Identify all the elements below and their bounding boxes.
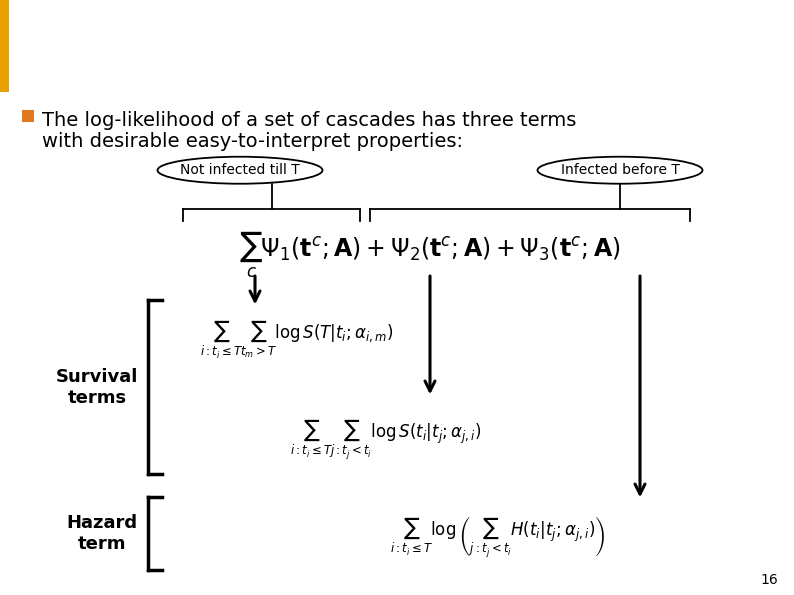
Text: The log-likelihood of a set of cascades has three terms: The log-likelihood of a set of cascades … (42, 111, 576, 130)
Text: Hazard
term: Hazard term (67, 514, 138, 553)
Bar (0, 0, 9, 92)
Text: $\sum_c \Psi_1(\mathbf{t}^c; \mathbf{A}) + \Psi_2(\mathbf{t}^c; \mathbf{A}) + \P: $\sum_c \Psi_1(\mathbf{t}^c; \mathbf{A})… (239, 230, 621, 280)
Text: 16: 16 (760, 573, 778, 587)
Text: Survival
terms: Survival terms (56, 368, 138, 406)
Text: Not infected till T: Not infected till T (180, 163, 300, 177)
Bar (22, 110, 34, 122)
Text: Infected before T: Infected before T (561, 163, 680, 177)
Text: $\sum_{i:t_i \leq T} \sum_{t_m > T} \log S(T|t_i; \alpha_{i,m})$: $\sum_{i:t_i \leq T} \sum_{t_m > T} \log… (200, 319, 394, 361)
Text: with desirable easy-to-interpret properties:: with desirable easy-to-interpret propert… (42, 132, 463, 151)
Text: Properties of NETRATE: Properties of NETRATE (17, 29, 513, 67)
Text: $\sum_{i:t_i \leq T} \log \left( \sum_{j:t_j < t_i} H(t_i|t_j; \alpha_{j,i}) \ri: $\sum_{i:t_i \leq T} \log \left( \sum_{j… (390, 515, 605, 560)
Text: $\sum_{i:t_i \leq T} \sum_{j:t_j < t_i} \log S(t_i|t_j; \alpha_{j,i})$: $\sum_{i:t_i \leq T} \sum_{j:t_j < t_i} … (290, 418, 482, 462)
